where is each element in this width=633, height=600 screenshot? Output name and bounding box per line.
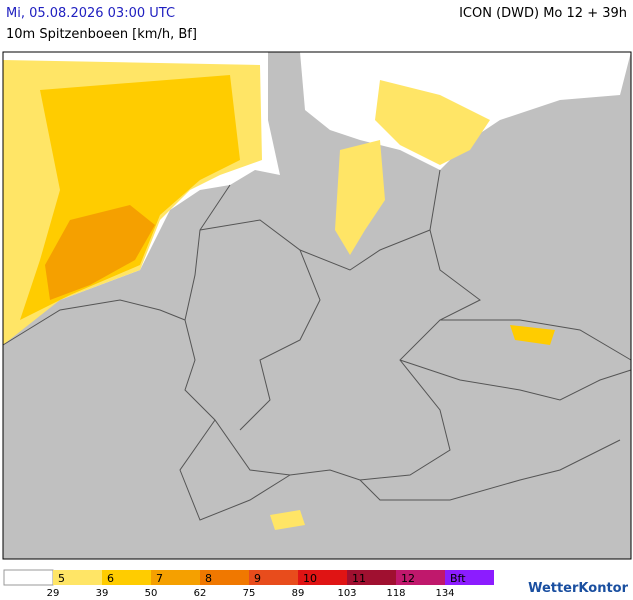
legend-threshold: 118 xyxy=(386,588,405,599)
legend-label: 12 xyxy=(401,572,415,585)
legend-label: 10 xyxy=(303,572,317,585)
legend-threshold: 103 xyxy=(337,588,356,599)
legend-label: 5 xyxy=(58,572,65,585)
legend-swatch xyxy=(102,570,151,585)
map-frame xyxy=(2,51,632,560)
legend-blank xyxy=(3,569,54,586)
legend-swatch xyxy=(445,570,494,585)
legend-threshold: 89 xyxy=(292,588,305,599)
legend-threshold: 29 xyxy=(47,588,60,599)
legend-threshold: 134 xyxy=(435,588,454,599)
brand: WetterKontor xyxy=(528,581,629,596)
legend-swatch xyxy=(53,570,102,585)
legend-threshold: 75 xyxy=(243,588,256,599)
wind-area-7 xyxy=(45,205,155,300)
legend-label: 6 xyxy=(107,572,114,585)
legend-label: Bft xyxy=(450,572,466,585)
borders xyxy=(2,169,632,521)
legend-label: 9 xyxy=(254,572,261,585)
legend-swatch xyxy=(396,570,445,585)
legend-label: 7 xyxy=(156,572,163,585)
legend-threshold: 39 xyxy=(96,588,109,599)
legend-swatch xyxy=(249,570,298,585)
wind-area-5b xyxy=(375,80,490,165)
legend-swatch xyxy=(200,570,249,585)
wind-area-6b xyxy=(510,325,555,345)
legend-swatch xyxy=(151,570,200,585)
wind-area-5d xyxy=(270,510,305,530)
legend-swatch xyxy=(298,570,347,585)
legend-label: 11 xyxy=(352,572,366,585)
wind-area-5c xyxy=(335,140,385,255)
legend-label: 8 xyxy=(205,572,212,585)
legend-threshold: 62 xyxy=(194,588,207,599)
legend-swatch xyxy=(347,570,396,585)
date-title: Mi, 05.08.2026 03:00 UTC xyxy=(6,6,176,21)
subtitle: 10m Spitzenboeen [km/h, Bf] xyxy=(6,27,197,42)
legend-threshold: 50 xyxy=(145,588,158,599)
model-info: ICON (DWD) Mo 12 + 39h xyxy=(459,6,627,21)
